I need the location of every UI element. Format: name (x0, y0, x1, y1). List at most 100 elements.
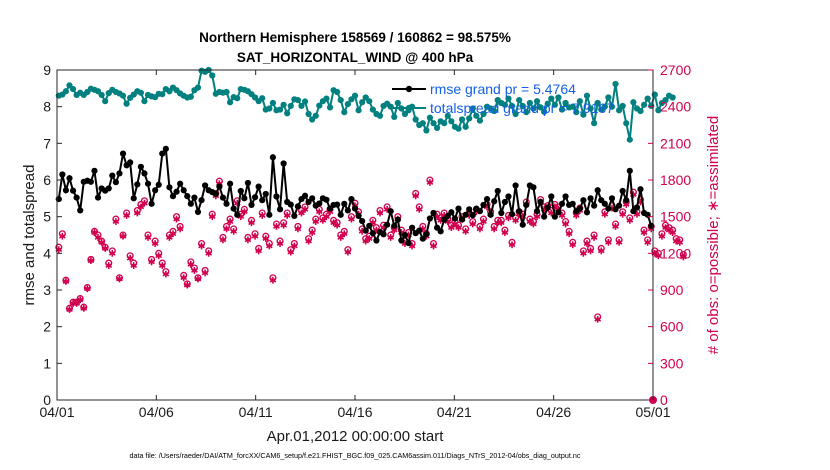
y-tick-label-left: 2 (43, 319, 51, 335)
totalspread-point (102, 98, 109, 105)
totalspread-point (562, 99, 569, 107)
rmse-point (458, 216, 466, 223)
obs-assimilated-point (191, 267, 198, 274)
obs-assimilated-point (101, 245, 109, 252)
rmse-point (259, 197, 266, 204)
totalspread-point (344, 101, 351, 108)
obs-assimilated-point (183, 281, 191, 289)
obs-assimilated-point (287, 248, 295, 256)
totalspread-point (558, 106, 566, 113)
rmse-point (130, 195, 137, 202)
obs-assimilated-point (105, 262, 113, 269)
rmse-point (591, 202, 598, 209)
obs-assimilated-point (448, 224, 455, 232)
rmse-point (483, 195, 491, 203)
rmse-point (380, 231, 387, 238)
totalspread-point (594, 99, 601, 107)
totalspread-point (537, 104, 544, 111)
y-tick-label-left: 1 (43, 355, 51, 371)
totalspread-point (544, 100, 551, 107)
rmse-point (351, 205, 359, 212)
obs-assimilated-point (108, 249, 116, 257)
rmse-point (191, 194, 198, 201)
y-tick-label-right: 300 (660, 355, 684, 371)
totalspread-point (441, 120, 448, 127)
rmse-point (273, 193, 280, 200)
obs-assimilated-point (679, 253, 687, 261)
rmse-point (608, 195, 616, 202)
rmse-point (448, 209, 455, 216)
obs-assimilated-point (319, 216, 327, 224)
rmse-point (551, 213, 558, 220)
rmse-point (401, 231, 409, 239)
rmse-point (91, 167, 98, 174)
obs-assimilated-point (187, 260, 195, 268)
obs-assimilated-point (241, 208, 248, 216)
obs-assimilated-point (226, 218, 234, 225)
y-tick-label-left: 3 (43, 282, 51, 298)
obs-assimilated-point (569, 241, 577, 249)
rmse-point (241, 195, 248, 202)
rmse-point (455, 205, 462, 212)
rmse-point (623, 197, 630, 204)
totalspread-point (523, 109, 530, 116)
rmse-point (541, 213, 548, 220)
obs-assimilated-point (340, 230, 348, 238)
y-tick-label-right: 2100 (660, 135, 691, 151)
y-tick-label-left: 5 (43, 209, 51, 225)
rmse-point (426, 215, 434, 222)
rmse-point (601, 200, 608, 207)
rmse-point (194, 208, 202, 215)
rmse-point (148, 200, 155, 207)
rmse-point (323, 196, 330, 203)
obs-assimilated-point (476, 225, 484, 233)
totalspread-point (280, 101, 287, 108)
obs-assimilated-point (194, 275, 202, 283)
rmse-point (112, 179, 119, 186)
y-tick-label-left: 9 (43, 62, 51, 78)
obs-assimilated-point (176, 225, 184, 233)
rmse-point (169, 193, 177, 200)
obs-assimilated-point (376, 209, 384, 217)
rmse-point (451, 215, 459, 222)
y-tick-label-left: 8 (43, 99, 51, 115)
obs-assimilated-point (230, 227, 238, 235)
rmse-point (430, 209, 437, 217)
totalspread-point (62, 88, 70, 95)
totalspread-point (519, 102, 526, 110)
obs-assimilated-point (508, 241, 516, 249)
obs-assimilated-point (312, 218, 320, 225)
obs-assimilated-point (644, 238, 651, 246)
rmse-point (255, 183, 262, 190)
obs-assimilated-point (669, 229, 676, 236)
rmse-point (87, 178, 95, 185)
obs-assimilated-point (130, 262, 138, 269)
totalspread-point (419, 120, 426, 127)
totalspread-point (266, 105, 273, 112)
rmse-point (276, 206, 284, 213)
obs-assimilated-point (137, 203, 145, 211)
rmse-point (466, 206, 473, 213)
obs-assimilated-point (169, 230, 177, 238)
obs-assimilated-point (255, 247, 262, 255)
rmse-point (291, 212, 298, 220)
rmse-point (62, 187, 70, 194)
obs-assimilated-point (583, 240, 591, 247)
obs-assimilated-point (205, 249, 213, 257)
rmse-point (337, 211, 344, 218)
rmse-point (555, 209, 562, 216)
totalspread-point (573, 109, 580, 116)
rmse-point (391, 222, 398, 229)
y-tick-label-right: 2400 (660, 99, 691, 115)
obs-assimilated-point (155, 252, 163, 260)
obs-assimilated-point (480, 218, 487, 225)
rmse-point (177, 180, 184, 187)
obs-assimilated-point (676, 238, 684, 246)
obs-assimilated-point (258, 212, 266, 219)
obs-assimilated-point (501, 229, 509, 236)
rmse-point (619, 187, 626, 195)
rmse-point (508, 211, 516, 218)
totalspread-point (298, 102, 305, 110)
rmse-point (266, 211, 273, 218)
